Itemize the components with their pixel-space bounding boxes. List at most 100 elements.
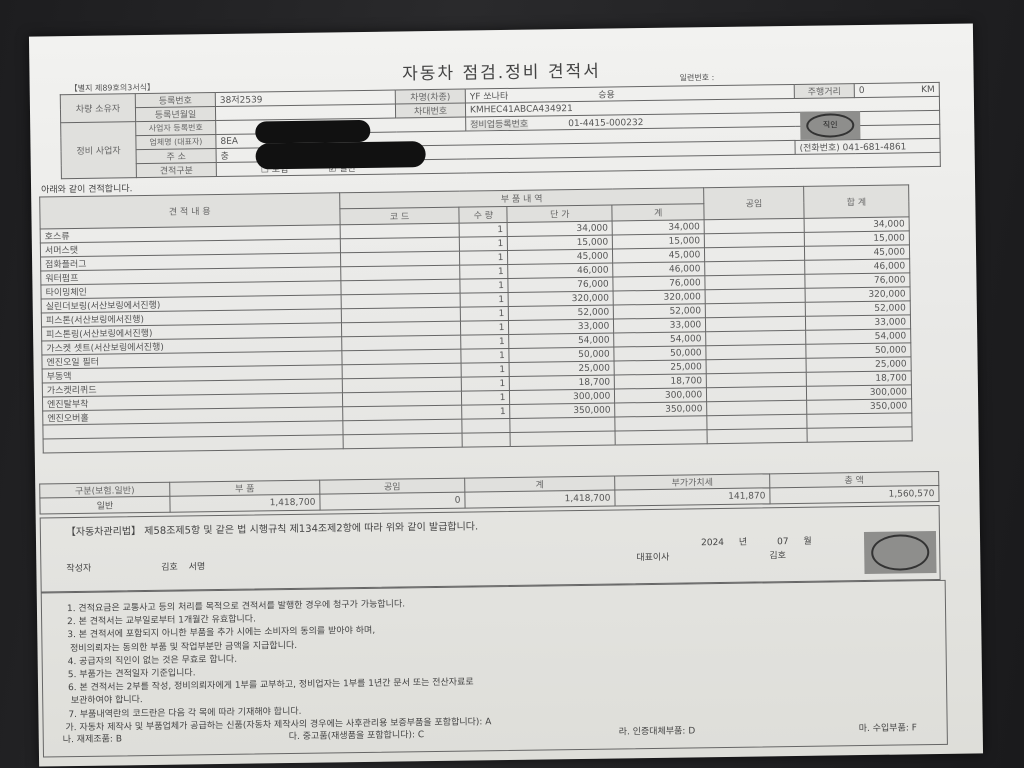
- item-qty: 1: [460, 292, 509, 308]
- item-unit: 50,000: [509, 346, 615, 363]
- item-unit: 34,000: [507, 220, 613, 237]
- writer: 작성자 김호 서명: [66, 559, 205, 574]
- item-unit: 76,000: [508, 276, 614, 293]
- model-label: 차명(차종): [395, 89, 466, 105]
- item-sum: 52,000: [613, 303, 706, 319]
- issue-date: 2024 년 07 월: [701, 534, 812, 549]
- item-sum: [615, 429, 708, 445]
- col-code: 코 드: [339, 207, 460, 225]
- sum-parts: 1,418,700: [169, 494, 321, 513]
- item-labor: [706, 372, 807, 388]
- item-total: 350,000: [806, 398, 912, 415]
- item-qty: 1: [459, 250, 509, 266]
- item-total: 46,000: [804, 258, 910, 275]
- item-labor: [705, 302, 806, 318]
- item-labor: [706, 358, 807, 374]
- item-unit: 54,000: [509, 332, 615, 349]
- item-labor: [705, 288, 806, 304]
- item-labor: [704, 260, 805, 276]
- owner-section-label: 차량 소유자: [60, 93, 136, 123]
- col-labor: 공임: [703, 186, 805, 220]
- code-d: 라. 인증대체부품: D: [618, 726, 696, 738]
- item-unit: 15,000: [507, 234, 613, 251]
- item-total: 320,000: [805, 286, 911, 303]
- year-unit: 년: [738, 537, 748, 548]
- shop-reg-label: 정비업등록번호: [470, 119, 529, 131]
- redaction-biz-no: [255, 119, 371, 144]
- item-qty: 1: [459, 236, 508, 252]
- item-unit: 350,000: [510, 402, 616, 419]
- item-qty: 1: [461, 334, 510, 350]
- item-unit: 18,700: [509, 374, 615, 391]
- intro-text: 아래와 같이 견적합니다.: [41, 184, 133, 196]
- ceo-seal-stamp: [863, 531, 937, 575]
- writer-name: 김호: [161, 562, 178, 573]
- item-labor: [704, 232, 805, 248]
- item-total: 15,000: [804, 230, 910, 247]
- item-total: 18,700: [806, 370, 912, 387]
- code-b: 나. 재제조품: B: [62, 734, 123, 746]
- shop-name-label: 업체명 (대표자): [135, 134, 217, 150]
- ceo: 대표이사 김호: [636, 548, 786, 563]
- item-labor: [705, 316, 806, 332]
- address-label: 주 소: [136, 148, 217, 164]
- item-unit: 52,000: [508, 304, 614, 321]
- item-total: 300,000: [806, 384, 912, 401]
- item-labor: [705, 274, 806, 290]
- item-sum: 15,000: [612, 233, 705, 249]
- item-labor: [707, 414, 808, 430]
- item-desc: [43, 434, 343, 453]
- code-c: 다. 중고품(재생품을 포함합니다): C: [288, 730, 425, 743]
- sum-sum: 1,418,700: [464, 489, 616, 509]
- biz-no-label: 사업자 등록번호: [135, 120, 216, 136]
- item-sum: 54,000: [613, 331, 707, 347]
- item-unit: 45,000: [507, 248, 613, 265]
- sum-type: 일반: [39, 496, 171, 515]
- serial-label: 일련번호 :: [679, 73, 715, 83]
- item-sum: 350,000: [614, 401, 708, 417]
- item-unit: 320,000: [508, 290, 614, 307]
- mileage: 0: [858, 85, 865, 96]
- mileage-label: 주행거리: [794, 83, 855, 99]
- item-sum: 76,000: [613, 275, 706, 291]
- col-total: 합 계: [803, 184, 910, 219]
- item-qty: 1: [462, 404, 511, 420]
- model: YF 쏘나타: [469, 91, 509, 103]
- item-total: 52,000: [805, 300, 911, 317]
- item-qty: 1: [461, 376, 510, 392]
- shop-seal-stamp: 직인: [800, 111, 861, 140]
- shop-section-label: 정비 사업자: [60, 121, 137, 179]
- item-sum: [615, 415, 708, 431]
- item-qty: 1: [460, 264, 509, 280]
- month-unit: 월: [803, 536, 812, 547]
- item-sum: 300,000: [614, 387, 707, 403]
- estimate-type-label: 견적구분: [136, 162, 217, 178]
- shop-reg: 01-4415-000232: [568, 118, 644, 130]
- item-total: 34,000: [804, 216, 910, 233]
- item-qty: 1: [460, 278, 509, 294]
- item-unit: 25,000: [509, 360, 615, 377]
- item-unit: 300,000: [509, 388, 615, 405]
- notes-list: 1. 견적요금은 교통사고 등의 처리를 목적으로 견적서를 발행한 경우에 청…: [29, 23, 973, 733]
- item-code: [342, 433, 463, 449]
- item-unit: [510, 430, 616, 447]
- item-labor: [704, 246, 805, 262]
- item-qty: 1: [461, 348, 510, 364]
- ceo-name: 김호: [769, 551, 787, 562]
- item-sum: 50,000: [614, 345, 707, 361]
- items-table: 견 적 내 용 부 품 내 역 공임 합 계 코 드 수 량 단 가 계 호스류…: [39, 184, 913, 453]
- item-total: 54,000: [805, 328, 911, 345]
- item-unit: 46,000: [508, 262, 614, 279]
- item-total: 45,000: [804, 244, 910, 261]
- seal-text: 직인: [806, 113, 855, 138]
- mileage-cell: 0 KM: [854, 82, 940, 98]
- note-line: 4. 공급자의 직인이 없는 것은 무효로 합니다.: [67, 654, 238, 667]
- item-qty: 1: [459, 222, 508, 238]
- col-sum: 계: [612, 203, 705, 221]
- item-sum: 25,000: [614, 359, 707, 375]
- vehicle-type: 승용: [598, 90, 615, 101]
- item-labor: [707, 428, 808, 444]
- item-rows: 호스류 1 34,000 34,000 34,000 서머스탯 1 15,000 15,000 1…: [40, 216, 913, 453]
- item-unit: [510, 416, 616, 433]
- item-qty: 1: [461, 362, 510, 378]
